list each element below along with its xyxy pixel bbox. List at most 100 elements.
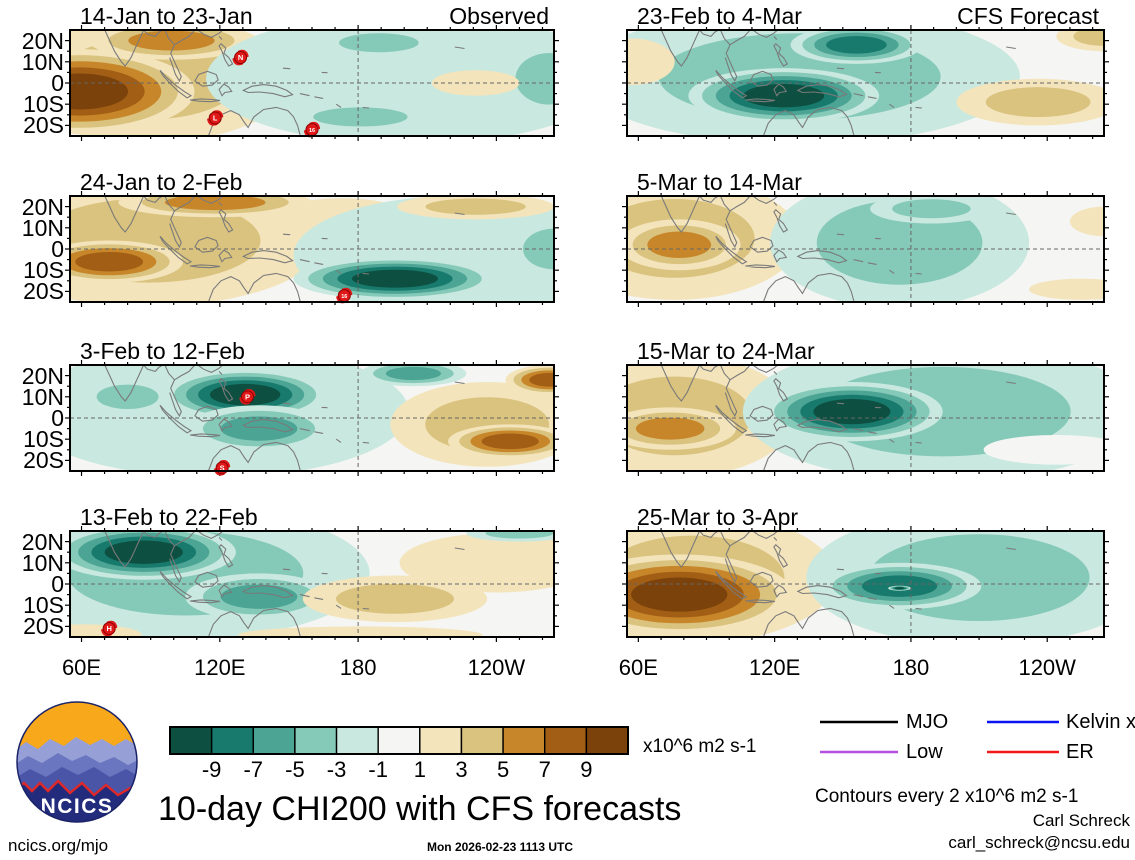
lat-axis-label: 20N bbox=[21, 27, 64, 54]
lat-axis-label: 0 bbox=[51, 571, 64, 597]
contour-note: Contours every 2 x10^6 m2 s-1 bbox=[815, 786, 1079, 807]
lon-axis-label: 120E bbox=[748, 655, 801, 680]
colorbar-tick-label: -1 bbox=[368, 757, 388, 782]
lat-axis-label: 10S bbox=[23, 257, 64, 284]
legend-line bbox=[987, 720, 1059, 724]
colorbar-tick-label: -3 bbox=[326, 757, 347, 782]
legend-label: Kelvin x2 bbox=[1066, 711, 1135, 733]
site-url: ncics.org/mjo bbox=[8, 836, 109, 855]
panel-title: 23-Feb to 4-Mar bbox=[637, 3, 802, 29]
lon-axis-label: 120W bbox=[1018, 655, 1076, 680]
lat-axis-label: 10S bbox=[23, 592, 64, 619]
coastline bbox=[660, 365, 1016, 471]
svg-text:P: P bbox=[245, 392, 250, 401]
legend-label: MJO bbox=[906, 711, 949, 733]
colorbar-segment bbox=[210, 726, 254, 755]
lat-axis-label: 10S bbox=[23, 426, 64, 453]
colorbar-segment bbox=[544, 726, 588, 755]
colorbar-tick-label: 3 bbox=[455, 757, 468, 782]
lat-axis-label: 20S bbox=[23, 447, 64, 474]
lat-axis-label: 10S bbox=[23, 91, 64, 118]
ncics-logo-image: NCICS bbox=[16, 701, 138, 823]
colorbar-tick-label: 9 bbox=[580, 757, 593, 782]
svg-text:H: H bbox=[106, 624, 111, 633]
coastline bbox=[660, 196, 1016, 302]
lon-axis-label: 60E bbox=[61, 655, 102, 680]
lat-axis-label: 20N bbox=[21, 362, 64, 389]
page-title: 10-day CHI200 with CFS forecasts bbox=[158, 790, 682, 828]
lat-axis-label: 20N bbox=[21, 528, 64, 555]
colorbar-segment bbox=[460, 726, 504, 755]
colorbar-segment bbox=[419, 726, 463, 755]
svg-text:16: 16 bbox=[309, 128, 315, 134]
map-plot: H bbox=[65, 526, 559, 642]
timestamp: Mon 2026-02-23 1113 UTC bbox=[426, 840, 574, 854]
cyclone-icon: P bbox=[239, 389, 256, 405]
panel-corner-label: CFS Forecast bbox=[957, 3, 1099, 29]
legend-line bbox=[820, 750, 898, 754]
lon-axis-label: 60E bbox=[618, 655, 658, 680]
lat-axis-label: 20S bbox=[23, 278, 64, 305]
colorbar-tick-label: 1 bbox=[413, 757, 426, 782]
map-plot: N L 16 bbox=[65, 25, 559, 141]
cyclone-icon: L bbox=[207, 110, 224, 126]
legend-line bbox=[987, 750, 1059, 754]
lon-axis-label: 120W bbox=[467, 655, 526, 680]
logo-text: NCICS bbox=[41, 795, 114, 818]
map-plot bbox=[622, 191, 1109, 307]
colorbar-segment bbox=[335, 726, 379, 755]
colorbar-segment bbox=[252, 726, 296, 755]
panel-title: 13-Feb to 22-Feb bbox=[80, 504, 258, 530]
panel-title: 3-Feb to 12-Feb bbox=[80, 338, 245, 364]
svg-text:S: S bbox=[220, 463, 225, 472]
panel-title: 14-Jan to 23-Jan bbox=[80, 3, 253, 29]
coastline bbox=[104, 30, 465, 136]
lon-axis-label: 120E bbox=[194, 655, 246, 680]
panel-title: 5-Mar to 14-Mar bbox=[637, 169, 802, 195]
colorbar-tick-label: 7 bbox=[538, 757, 551, 782]
lat-axis-label: 10N bbox=[21, 48, 64, 75]
cyclone-icon: H bbox=[101, 620, 118, 637]
colorbar-strip bbox=[169, 726, 629, 755]
lat-axis-label: 0 bbox=[51, 405, 64, 431]
coastline bbox=[104, 365, 465, 471]
svg-text:L: L bbox=[213, 114, 218, 123]
lat-axis-label: 0 bbox=[51, 236, 64, 262]
lat-axis-label: 20S bbox=[23, 112, 64, 139]
legend-label: Low bbox=[906, 741, 943, 763]
lat-axis-label: 10N bbox=[21, 549, 64, 576]
svg-text:16: 16 bbox=[341, 294, 347, 300]
map-plot bbox=[622, 25, 1109, 141]
svg-text:N: N bbox=[238, 53, 243, 62]
credit-email: carl_schreck@ncsu.edu bbox=[948, 833, 1130, 852]
colorbar-tick-label: -5 bbox=[285, 757, 305, 782]
lon-axis-label: 180 bbox=[339, 655, 377, 680]
coastline bbox=[104, 196, 465, 302]
colorbar-segment bbox=[169, 726, 213, 755]
lat-axis-label: 20S bbox=[23, 613, 64, 640]
lat-axis-label: 20N bbox=[21, 193, 64, 220]
map-plot bbox=[622, 360, 1109, 476]
panel-title: 15-Mar to 24-Mar bbox=[637, 338, 815, 364]
colorbar-tick-label: -9 bbox=[201, 757, 222, 782]
map-plot: 16 bbox=[65, 191, 559, 307]
map-plot bbox=[622, 526, 1109, 642]
colorbar-tick-label: -7 bbox=[243, 757, 264, 782]
legend-label: ER bbox=[1066, 741, 1094, 763]
colorbar-tick-label: 5 bbox=[496, 757, 510, 782]
cyclone-icon: N bbox=[232, 49, 249, 66]
colorbar-segment bbox=[294, 726, 338, 755]
credit-name: Carl Schreck bbox=[1032, 811, 1130, 830]
colorbar-segment bbox=[377, 726, 421, 755]
legend-line bbox=[820, 720, 898, 724]
coastline bbox=[660, 531, 1016, 637]
panel-title: 24-Jan to 2-Feb bbox=[80, 169, 243, 195]
coastline bbox=[104, 531, 465, 637]
lon-axis-label: 180 bbox=[892, 655, 930, 680]
colorbar-segment bbox=[502, 726, 546, 755]
map-plot: PS bbox=[65, 360, 559, 476]
lat-axis-label: 0 bbox=[51, 70, 64, 96]
coastline bbox=[660, 30, 1016, 136]
colorbar-unit-label: x10^6 m2 s-1 bbox=[643, 736, 757, 757]
